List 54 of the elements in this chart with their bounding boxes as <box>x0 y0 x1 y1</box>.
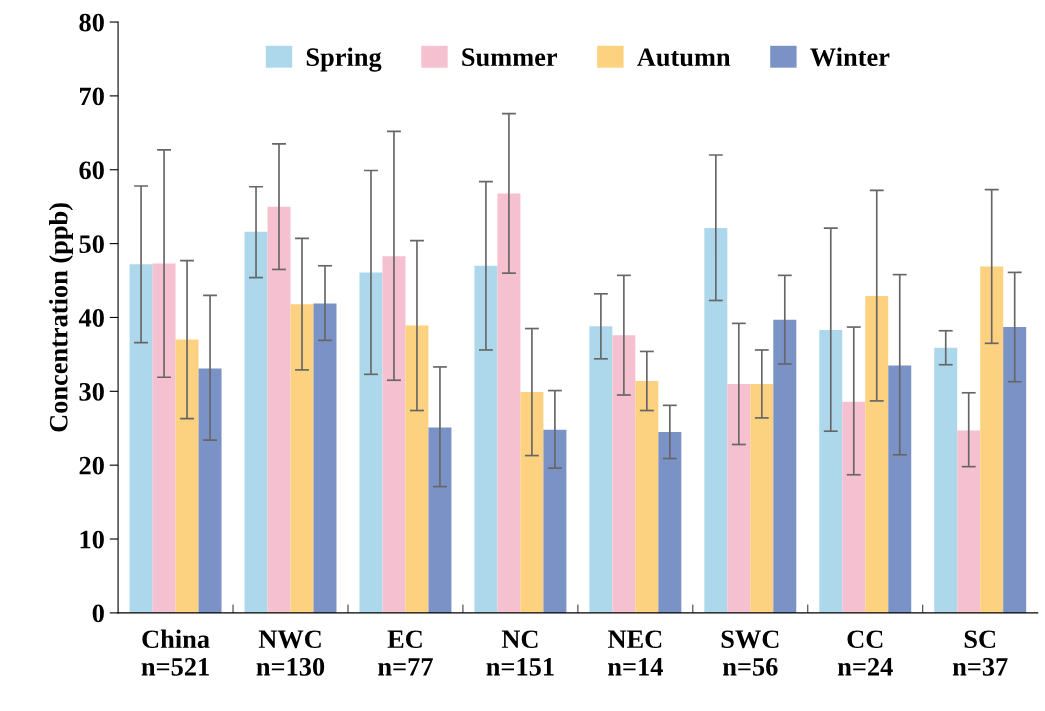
y-tick-label: 80 <box>79 13 104 32</box>
bar <box>980 266 1004 613</box>
y-tick-label: 10 <box>80 530 104 549</box>
bar <box>957 430 981 613</box>
x-tick-label: EC n=77 <box>378 630 433 676</box>
x-tick-label: NWC n=130 <box>256 630 325 676</box>
bar <box>589 326 613 613</box>
bar <box>129 264 153 613</box>
bar <box>405 325 429 613</box>
bar <box>382 256 406 613</box>
y-axis-title: Concentration (ppb) <box>49 203 73 432</box>
bar <box>175 339 199 613</box>
bar <box>428 427 452 613</box>
bar <box>704 228 728 613</box>
bar <box>750 383 774 613</box>
bar <box>520 392 544 613</box>
bar <box>359 272 383 613</box>
bar <box>313 303 337 613</box>
bar <box>773 319 797 613</box>
y-tick-label: 30 <box>79 382 104 401</box>
y-tick-label: 70 <box>80 87 104 106</box>
bar <box>658 431 682 613</box>
bar <box>244 231 268 613</box>
x-tick-label: NC n=151 <box>486 630 554 676</box>
bar <box>865 296 889 613</box>
bar <box>612 335 636 613</box>
bar <box>727 383 751 613</box>
x-tick-label: SWC n=56 <box>721 630 779 676</box>
x-tick-label: CC n=24 <box>837 630 893 676</box>
legend-label: Autumn <box>637 48 731 67</box>
y-tick-label: 0 <box>92 604 104 623</box>
x-tick-label: NEC n=14 <box>608 630 663 676</box>
legend-label: Summer <box>462 48 558 67</box>
bar <box>888 365 912 613</box>
bar <box>152 263 176 613</box>
bar <box>474 265 498 613</box>
y-tick-label: 60 <box>79 161 104 180</box>
y-tick-label: 40 <box>78 309 104 327</box>
y-tick-label: 50 <box>79 235 104 254</box>
bar <box>267 206 291 613</box>
bar <box>819 330 843 613</box>
y-tick-label: 20 <box>79 456 104 475</box>
bar <box>198 368 222 613</box>
x-tick-label: SC n=37 <box>952 630 1008 676</box>
bar <box>290 304 314 613</box>
bar <box>1003 327 1027 613</box>
bar <box>497 193 521 613</box>
bar <box>842 401 866 613</box>
bar <box>543 429 567 613</box>
legend-label: Winter <box>810 47 890 67</box>
x-tick-label: China n=521 <box>141 629 210 676</box>
bar <box>635 380 659 613</box>
legend-label: Spring <box>306 47 382 72</box>
bar <box>934 347 958 613</box>
